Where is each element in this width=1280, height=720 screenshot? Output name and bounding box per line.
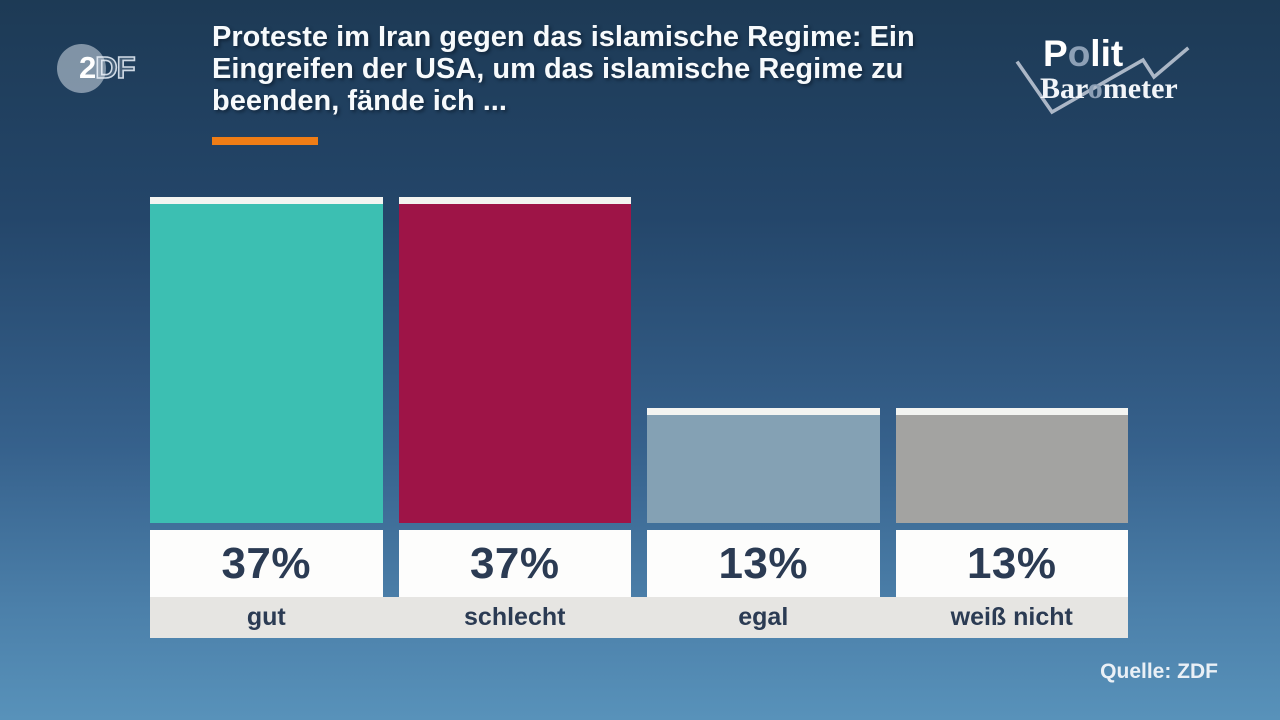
label-cell-egal: egal [647,597,880,638]
value-box-schlecht: 37% [398,530,631,597]
politbarometer-logo-polit: Polit [1043,35,1123,73]
value-box-egal: 13% [647,530,880,597]
question-title-line-3: beenden, fände ich ... [212,85,507,117]
zdf-logo: 2DF [57,44,167,94]
question-title-line-1: Proteste im Iran gegen das islamische Re… [212,21,915,53]
value-egal: 13% [718,538,809,588]
value-box-gut: 37% [150,530,383,597]
barometer-part: meter [1102,72,1178,105]
politbarometer-logo-barometer: Barometer [1040,73,1178,105]
label-cell-gut: gut [150,597,383,638]
bar-weiss-nicht [895,408,1128,523]
zdf-logo-2: 2 [79,50,96,85]
value-box-weiss-nicht: 13% [895,530,1128,597]
bar-gut [150,197,383,523]
question-title: Proteste im Iran gegen das islamische Re… [212,21,972,117]
label-cell-schlecht: schlecht [399,597,632,638]
value-row: 37% 37% 13% 13% [150,530,1128,597]
bar-chart [150,193,1128,523]
category-label-strip: gut schlecht egal weiß nicht [150,597,1128,638]
source-credit: Quelle: ZDF [1100,660,1218,683]
label-gut: gut [246,603,286,631]
zdf-logo-circle [57,44,106,93]
title-accent-underline [212,137,318,145]
barometer-part: Bar [1040,72,1088,105]
value-schlecht: 37% [469,538,560,588]
bar-schlecht [398,197,631,523]
label-schlecht: schlecht [464,603,566,631]
zdf-logo-text: 2DF [79,50,136,85]
label-cell-weiss-nicht: weiß nicht [896,597,1129,638]
question-title-line-2: Eingreifen der USA, um das islamische Re… [212,53,904,85]
trend-zigzag-icon [1015,46,1190,115]
label-egal: egal [738,603,789,631]
value-gut: 37% [221,538,312,588]
bar-egal [647,408,880,523]
polit-part: lit [1090,33,1124,74]
barometer-gray-o: o [1087,72,1103,105]
zdf-logo-df: DF [94,50,136,85]
polit-part: P [1043,33,1068,74]
value-weiss-nicht: 13% [966,538,1057,588]
label-weiss-nicht: weiß nicht [950,603,1073,631]
politbarometer-logo: Polit Barometer [1005,33,1200,118]
polit-gray-o: o [1067,33,1091,74]
